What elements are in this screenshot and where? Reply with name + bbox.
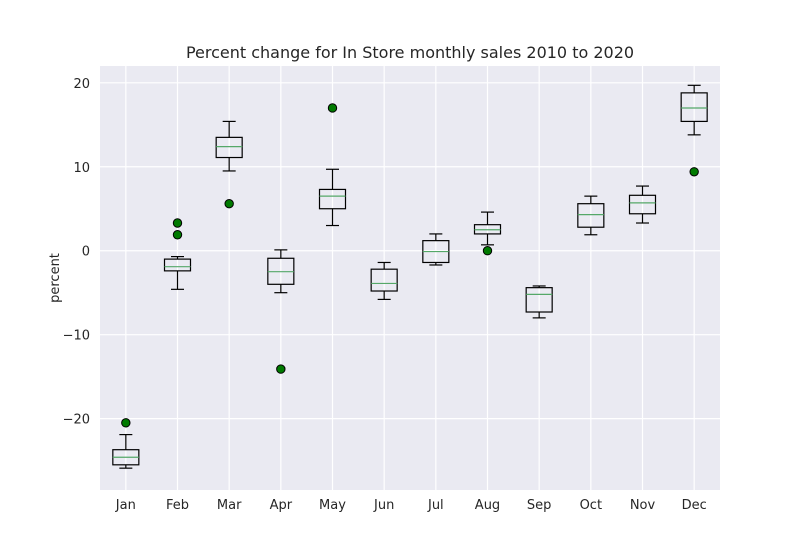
y-tick-label: −10 — [63, 329, 90, 344]
outlier-point — [327, 103, 338, 113]
iqr-box — [577, 203, 605, 228]
box-series — [112, 84, 708, 469]
box-plot-dec — [680, 84, 708, 177]
x-tick-label: Apr — [270, 498, 293, 513]
y-tick-label: 10 — [73, 161, 90, 176]
outlier-point — [689, 167, 699, 177]
box-plot-jun — [370, 261, 398, 301]
plot-background — [100, 66, 720, 490]
outlier-point — [172, 218, 183, 228]
x-tick-label: Jun — [373, 498, 394, 513]
box-plot-aug — [473, 211, 502, 256]
x-tick-label: Jan — [115, 498, 136, 513]
box-plot-nov — [628, 185, 657, 224]
x-tick-label: Nov — [630, 498, 656, 513]
x-tick-label: Aug — [475, 498, 500, 513]
box-plot-oct — [577, 195, 605, 236]
y-tick-label: 0 — [82, 245, 90, 260]
box-plot-mar — [215, 120, 243, 209]
iqr-box — [628, 194, 657, 215]
x-tick-labels: Jan Feb Mar Apr May Jun Jul Aug Sep Oct Nov Dec — [115, 498, 707, 513]
outlier-point — [482, 246, 493, 256]
iqr-box — [318, 188, 347, 210]
box-plot-jan — [112, 418, 140, 469]
iqr-box — [215, 136, 243, 159]
box-plot-sep — [525, 285, 553, 319]
grid-lines — [100, 66, 720, 490]
x-tick-label: Sep — [527, 498, 552, 513]
iqr-box — [370, 268, 398, 292]
y-axis-label: percent — [48, 253, 63, 303]
outlier-point — [224, 198, 234, 209]
iqr-box — [680, 92, 708, 123]
outlier-point — [172, 230, 183, 240]
box-plot-jul — [422, 233, 450, 266]
x-tick-label: Oct — [580, 498, 602, 513]
x-tick-label: May — [319, 498, 346, 513]
box-plot-apr — [267, 249, 295, 374]
outlier-point — [121, 418, 131, 428]
box-plot-may — [318, 103, 347, 227]
iqr-box — [525, 287, 553, 313]
box-plot-feb — [163, 218, 192, 290]
y-tick-label: 20 — [73, 77, 90, 92]
chart-title: Percent change for In Store monthly sale… — [186, 43, 634, 62]
y-tick-labels: −20 −10 0 10 20 — [63, 77, 90, 428]
x-tick-label: Dec — [682, 498, 707, 513]
x-tick-label: Jul — [427, 498, 444, 513]
x-tick-label: Feb — [166, 498, 189, 513]
iqr-box — [163, 258, 192, 272]
x-tick-label: Mar — [217, 498, 242, 513]
y-tick-label: −20 — [63, 413, 90, 428]
outlier-point — [276, 364, 286, 374]
